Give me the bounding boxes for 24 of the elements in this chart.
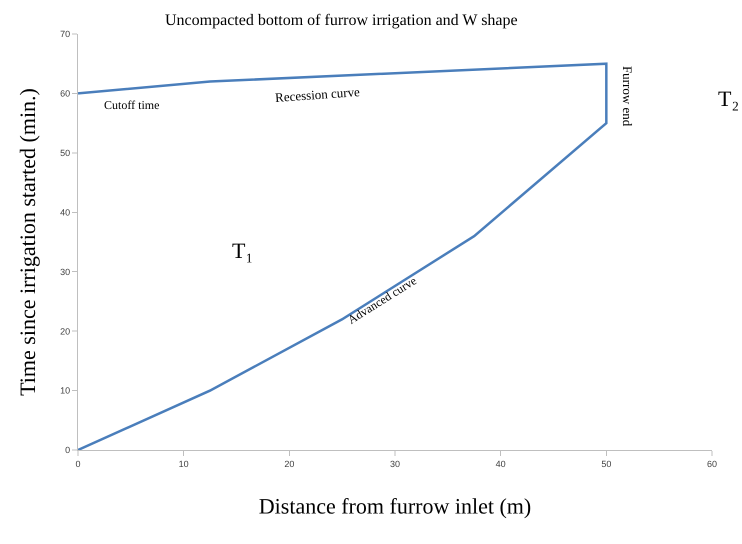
x-tick-label: 10 (178, 458, 189, 469)
y-tick-label: 20 (60, 326, 70, 336)
x-tick-label: 0 (75, 458, 81, 469)
x-tick-label: 40 (496, 458, 506, 469)
annotation: T₁ (232, 238, 254, 263)
x-axis-title: Distance from furrow inlet (m) (258, 494, 532, 519)
x-tick-label: 60 (706, 458, 718, 469)
chart-title: Uncompacted bottom of furrow irrigation and W shape (164, 12, 518, 29)
annotation: Furrow end (620, 66, 636, 127)
x-tick-label: 50 (601, 458, 612, 469)
y-tick-label: 70 (60, 29, 70, 40)
y-tick-label: 0 (65, 445, 70, 456)
y-tick-label: 50 (60, 148, 70, 158)
y-tick-label: 10 (60, 386, 70, 396)
y-axis-title: Time since irrigation started (min.) (14, 88, 40, 396)
x-tick-label: 30 (390, 458, 400, 469)
y-tick-label: 40 (60, 207, 70, 218)
line-series (78, 62, 608, 450)
annotation: Cutoff time (104, 98, 160, 112)
x-tick-label: 20 (284, 458, 294, 469)
y-tick-label: 30 (60, 266, 70, 277)
text: T₂ (718, 86, 740, 111)
annotation: Recession curve (274, 84, 360, 105)
y-tick-label: 60 (60, 88, 70, 99)
